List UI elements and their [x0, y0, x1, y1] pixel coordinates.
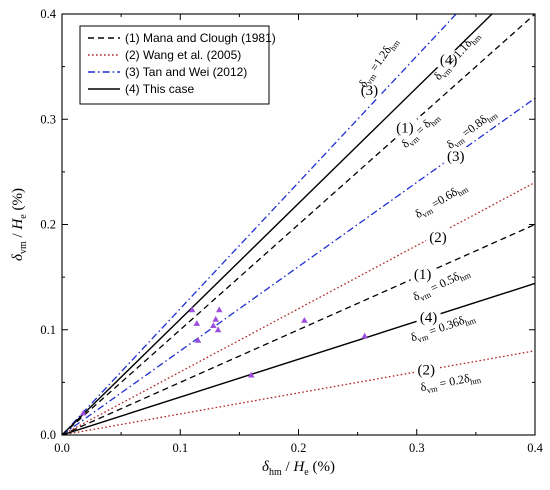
- x-tick-label: 0.0: [54, 441, 70, 455]
- series-4-line-slope-1.1: [62, 14, 493, 435]
- legend-entry: (2) Wang et al. (2005): [125, 48, 241, 62]
- data-point: [79, 409, 87, 416]
- line-label: (3): [361, 83, 379, 99]
- legend-entry: (1) Mana and Clough (1981): [125, 31, 276, 45]
- y-tick-label: 0.3: [40, 112, 56, 126]
- data-point: [194, 336, 202, 343]
- x-tick-label: 0.2: [291, 441, 307, 455]
- legend-entry: (4) This case: [125, 82, 194, 96]
- x-tick-label: 0.3: [409, 441, 425, 455]
- data-point: [301, 316, 308, 323]
- line-label: (2): [429, 230, 447, 246]
- series-1-line-slope-1: [62, 14, 535, 435]
- line-label: (4): [420, 310, 438, 326]
- line-label: (1): [414, 267, 432, 283]
- series-4-line-slope-0.36: [62, 282, 535, 435]
- legend-box: [79, 25, 270, 105]
- data-point: [188, 306, 196, 313]
- x-tick-label: 0.4: [527, 441, 543, 455]
- data-point: [212, 315, 220, 322]
- series-2-line-slope-0.2: [62, 350, 535, 435]
- y-tick-label: 0.0: [40, 428, 56, 442]
- slope-equation: δvm = 0.2δhm: [419, 369, 482, 396]
- y-tick-label: 0.2: [40, 218, 56, 232]
- data-point: [361, 332, 369, 339]
- axes: 0.00.0 0.1 0.1 0.2 0.2 0.3 0.3 0.4 0.4: [40, 7, 543, 455]
- line-label: (4): [440, 52, 458, 68]
- slope-equation: δvm =0.6δhm: [412, 179, 470, 223]
- data-point: [247, 371, 255, 378]
- data-points: [79, 306, 369, 416]
- data-point: [210, 322, 217, 329]
- data-point: [214, 326, 222, 333]
- y-axis-title: δvm / He (%): [10, 188, 29, 261]
- x-axis-title: δhm / He (%): [262, 459, 335, 478]
- y-tick-label: 0.4: [40, 7, 56, 21]
- series-1-line-slope-0.5: [62, 223, 535, 435]
- line-label: (2): [417, 363, 435, 379]
- legend: (1) Mana and Clough (1981) (2) Wang et al…: [79, 25, 276, 105]
- x-tick-label: 0.1: [172, 441, 188, 455]
- series-2-line-slope-0.6: [62, 181, 535, 435]
- series-3-line-slope-1.2: [62, 14, 457, 435]
- line-labels: (1) (4) (3) (3) (2) (1) (4) (2): [357, 50, 468, 379]
- line-label: (3): [447, 149, 465, 165]
- data-point: [193, 320, 201, 326]
- legend-entry: (3) Tan and Wei (2012): [125, 65, 247, 79]
- y-tick-label: 0.1: [40, 323, 56, 337]
- line-label: (1): [396, 121, 414, 137]
- data-point: [215, 306, 223, 313]
- axis-titles: δhm / He (%) δvm / He (%): [10, 188, 335, 478]
